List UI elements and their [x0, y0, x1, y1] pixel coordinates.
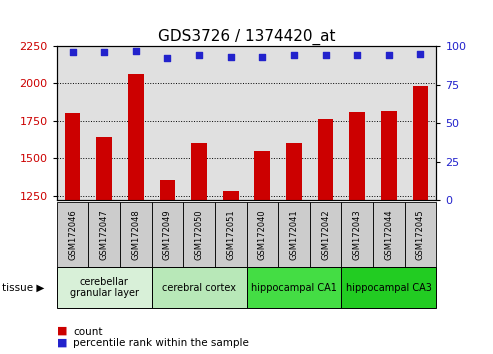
Text: hippocampal CA1: hippocampal CA1: [251, 282, 337, 293]
Text: GSM172046: GSM172046: [68, 209, 77, 260]
Bar: [152, 202, 183, 267]
Text: GSM172042: GSM172042: [321, 209, 330, 260]
Text: GSM172049: GSM172049: [163, 209, 172, 260]
Text: ■: ■: [57, 326, 67, 336]
Bar: [317, 119, 333, 200]
Bar: [246, 267, 341, 308]
Text: cerebellar
granular layer: cerebellar granular layer: [70, 277, 139, 298]
Bar: [254, 152, 270, 200]
Bar: [88, 202, 120, 267]
Bar: [373, 202, 405, 267]
Text: GSM172048: GSM172048: [131, 209, 141, 260]
Point: [417, 51, 424, 57]
Bar: [341, 267, 436, 308]
Text: GSM172044: GSM172044: [385, 209, 393, 260]
Point: [100, 49, 108, 55]
Point: [164, 56, 172, 61]
Bar: [223, 191, 239, 200]
Bar: [191, 143, 207, 200]
Point: [195, 52, 203, 58]
Text: hippocampal CA3: hippocampal CA3: [346, 282, 432, 293]
Bar: [57, 267, 152, 308]
Text: percentile rank within the sample: percentile rank within the sample: [73, 338, 249, 348]
Text: GSM172050: GSM172050: [195, 209, 204, 260]
Bar: [278, 202, 310, 267]
Text: ■: ■: [57, 338, 67, 348]
Text: tissue ▶: tissue ▶: [2, 282, 45, 293]
Bar: [341, 202, 373, 267]
Point: [132, 48, 140, 53]
Bar: [65, 113, 80, 200]
Bar: [405, 202, 436, 267]
Text: GSM172041: GSM172041: [289, 209, 298, 260]
Point: [258, 54, 266, 59]
Point: [385, 52, 393, 58]
Bar: [57, 202, 88, 267]
Bar: [286, 143, 302, 200]
Bar: [128, 74, 143, 200]
Bar: [350, 112, 365, 200]
Bar: [120, 202, 152, 267]
Bar: [246, 202, 278, 267]
Bar: [152, 267, 246, 308]
Point: [69, 49, 76, 55]
Point: [290, 52, 298, 58]
Bar: [381, 111, 397, 200]
Bar: [310, 202, 341, 267]
Bar: [160, 180, 176, 200]
Point: [321, 52, 329, 58]
Point: [227, 54, 235, 59]
Text: GSM172040: GSM172040: [258, 209, 267, 260]
Bar: [96, 137, 112, 200]
Text: GSM172047: GSM172047: [100, 209, 108, 260]
Bar: [183, 202, 215, 267]
Text: GSM172043: GSM172043: [352, 209, 362, 260]
Title: GDS3726 / 1374420_at: GDS3726 / 1374420_at: [158, 28, 335, 45]
Text: cerebral cortex: cerebral cortex: [162, 282, 236, 293]
Bar: [215, 202, 246, 267]
Text: GSM172051: GSM172051: [226, 209, 235, 260]
Point: [353, 52, 361, 58]
Bar: [413, 86, 428, 200]
Text: count: count: [73, 327, 103, 337]
Text: GSM172045: GSM172045: [416, 209, 425, 260]
